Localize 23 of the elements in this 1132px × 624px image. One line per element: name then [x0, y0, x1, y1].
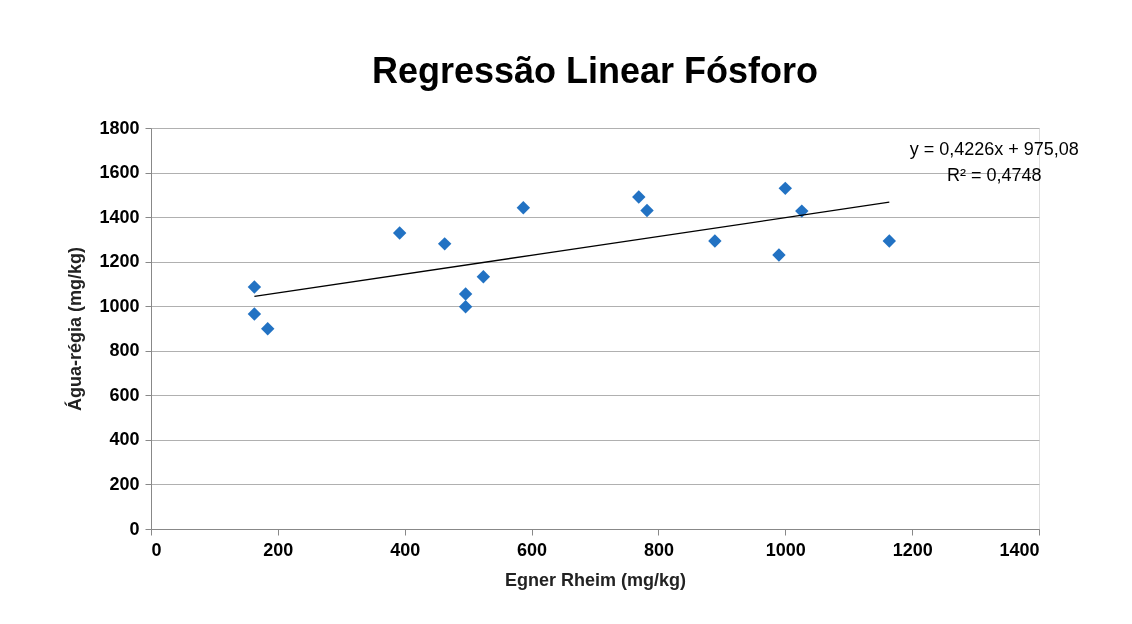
y-tick-label: 1600: [99, 162, 140, 183]
x-tick-label: 800: [643, 539, 674, 560]
x-tick-label: 200: [263, 539, 294, 560]
x-tick-label: 400: [390, 539, 421, 560]
x-tick-label: 0: [151, 539, 162, 560]
y-tick-label: 400: [109, 429, 140, 450]
x-tick-label: 600: [517, 539, 548, 560]
y-tick-label: 1400: [99, 206, 140, 227]
y-tick-label: 800: [109, 340, 140, 361]
y-axis-title: Água-régia (mg/kg): [64, 246, 86, 412]
y-tick-label: 600: [109, 384, 140, 405]
x-tick-label: 1400: [999, 539, 1040, 560]
x-tick-label: 1200: [892, 539, 933, 560]
y-tick-label: 1800: [99, 117, 140, 138]
chart-title: Regressão Linear Fósforo: [371, 50, 819, 91]
y-tick-label: 200: [109, 473, 140, 494]
annotation: y = 0,4226x + 975,08: [909, 139, 1079, 160]
x-axis-title: Egner Rheim (mg/kg): [504, 569, 687, 590]
y-tick-label: 0: [129, 518, 140, 539]
x-tick-label: 1000: [765, 539, 806, 560]
y-tick-label: 1200: [99, 251, 140, 272]
annotation: R² = 0,4748: [947, 165, 1042, 186]
y-tick-label: 1000: [99, 295, 140, 316]
